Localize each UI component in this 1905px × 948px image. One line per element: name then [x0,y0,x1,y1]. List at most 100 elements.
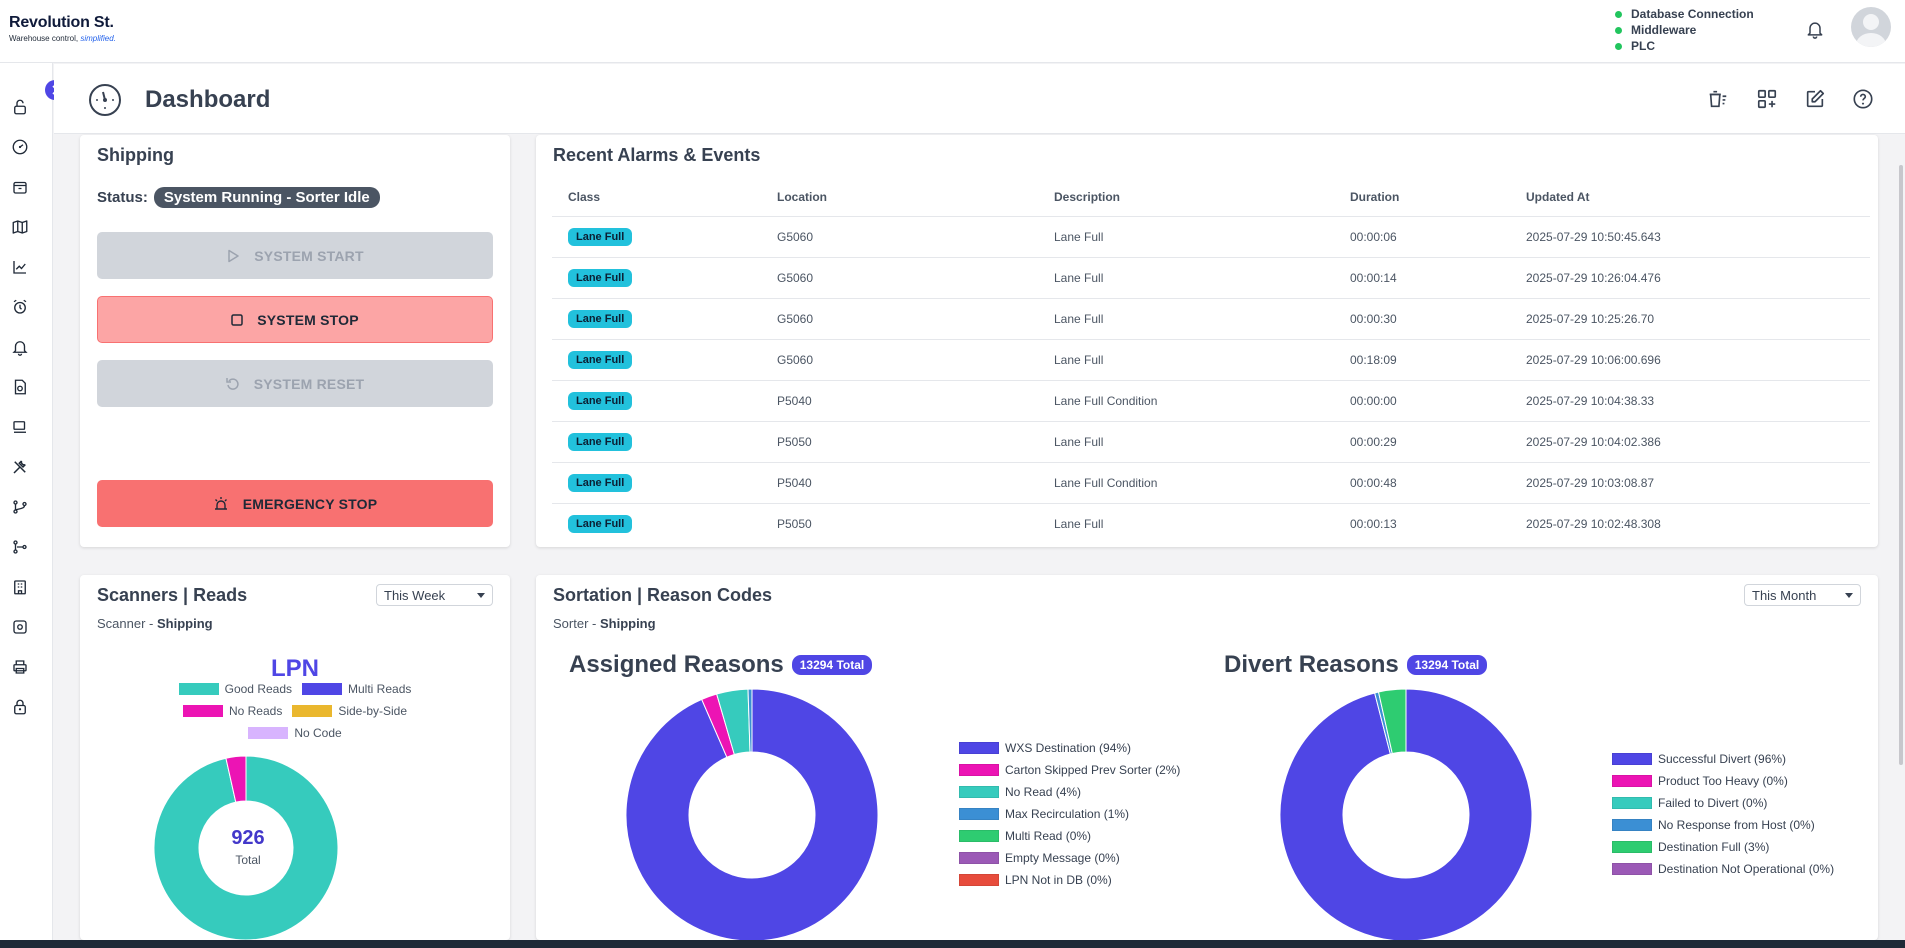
column-header-class[interactable]: Class [552,178,761,217]
legend-swatch [959,742,999,754]
class-badge: Lane Full [568,391,633,410]
table-row[interactable]: Lane Full G5060 Lane Full 00:00:14 2025-… [552,257,1870,299]
slice-destination-full[interactable] [1377,688,1407,755]
status-dot-icon [1615,42,1622,50]
brand-tagline-highlight: simplified. [80,34,116,43]
column-header-duration[interactable]: Duration [1334,178,1510,217]
cell-location: P5040 [761,462,1038,504]
map-icon[interactable] [11,218,29,236]
tools-icon[interactable] [11,458,29,476]
scanners-period-select[interactable]: This Week [376,584,493,606]
legend-item-successful-divert[interactable]: Successful Divert (96%) [1612,748,1834,770]
cell-description: Lane Full [1038,421,1334,463]
legend-item-wxs-destination[interactable]: WXS Destination (94%) [959,737,1180,759]
connection-label: Middleware [1631,23,1697,37]
legend-item-destination-full[interactable]: Destination Full (3%) [1612,836,1834,858]
lock-open-icon[interactable] [11,98,29,116]
legend-item-multi-reads[interactable]: Multi Reads [302,682,411,696]
table-row[interactable]: Lane Full G5060 Lane Full 00:00:30 2025-… [552,298,1870,340]
system-reset-button[interactable]: SYSTEM RESET [97,360,493,407]
legend-item-no-code[interactable]: No Code [248,726,342,740]
package-icon[interactable] [11,178,29,196]
legend-item-destination-not-operational[interactable]: Destination Not Operational (0%) [1612,858,1834,880]
page-scrollbar[interactable] [1897,135,1905,940]
scrollbar-thumb[interactable] [1899,165,1903,765]
divert-reasons-donut-chart[interactable] [1278,688,1534,940]
legend-item-multi-read[interactable]: Multi Read (0%) [959,825,1180,847]
report-file-icon[interactable] [11,378,29,396]
cell-location: G5060 [761,216,1038,258]
building-icon[interactable] [11,578,29,596]
admin-lock-icon[interactable] [11,698,29,716]
sortation-title: Sortation | Reason Codes [553,585,773,605]
sortation-period-select[interactable]: This Month [1744,584,1861,606]
emergency-stop-button[interactable]: EMERGENCY STOP [97,480,493,527]
status-label: Status: [97,189,148,206]
slice-successful-divert[interactable] [1279,688,1533,940]
sortation-subtitle-value: Shipping [599,616,656,631]
cell-description: Lane Full [1054,516,1104,531]
slice-good-reads[interactable] [153,755,339,941]
slice-wxs-destination[interactable] [625,688,879,940]
legend-item-no-response-from-host[interactable]: No Response from Host (0%) [1612,814,1834,836]
legend-item-carton-skipped[interactable]: Carton Skipped Prev Sorter (2%) [959,759,1180,781]
assigned-reasons-donut-chart[interactable] [624,688,880,940]
scanner-icon[interactable] [11,618,29,636]
legend-item-product-too-heavy[interactable]: Product Too Heavy (0%) [1612,770,1834,792]
divert-total-badge: 13294 Total [1406,655,1488,675]
sortation-card: Sortation | Reason Codes This Month Sort… [536,575,1878,940]
legend-swatch [1612,797,1652,809]
user-avatar[interactable] [1851,7,1891,47]
cell-location: G5060 [761,257,1038,299]
system-stop-button[interactable]: SYSTEM STOP [97,296,493,343]
legend-swatch [1612,775,1652,787]
table-row[interactable]: Lane Full P5040 Lane Full Condition 00:0… [552,380,1870,422]
printer-icon[interactable] [11,658,29,676]
alarm-clock-icon[interactable] [11,298,29,316]
notifications-bell-icon[interactable] [1805,18,1825,40]
table-row[interactable]: Lane Full P5050 Lane Full 00:00:29 2025-… [552,421,1870,463]
add-widget-icon[interactable] [1756,88,1778,110]
caret-down-icon [477,592,485,598]
legend-item-good-reads[interactable]: Good Reads [178,682,292,696]
legend-item-empty-message[interactable]: Empty Message (0%) [959,847,1180,869]
conveyor-icon[interactable] [11,418,29,436]
legend-item-lpn-not-in-db[interactable]: LPN Not in DB (0%) [959,869,1180,891]
chart-line-icon[interactable] [11,258,29,276]
scanners-subtitle-value: Shipping [157,616,213,631]
git-merge-icon[interactable] [11,538,29,556]
brand-logo[interactable]: Revolution St. Warehouse control, simpli… [9,14,116,43]
legend-item-max-recirculation[interactable]: Max Recirculation (1%) [959,803,1180,825]
help-icon[interactable] [1852,88,1874,110]
edit-icon[interactable] [1804,88,1826,110]
dashboard-gauge-icon[interactable] [11,138,29,156]
table-row[interactable]: Lane Full G5060 Lane Full 00:00:06 2025-… [552,216,1870,258]
assigned-total-badge: 13294 Total [791,655,873,675]
legend-item-no-reads[interactable]: No Reads [182,704,282,718]
table-row[interactable]: Lane Full P5040 Lane Full Condition 00:0… [552,462,1870,504]
cell-location: P5050 [777,516,812,531]
legend-item-failed-to-divert[interactable]: Failed to Divert (0%) [1612,792,1834,814]
status-dot-icon [1615,26,1622,34]
table-row[interactable]: Lane Full P5050 Lane Full 00:00:13 2025-… [552,503,1870,544]
slice-no-reads[interactable] [225,755,247,803]
top-bar: Revolution St. Warehouse control, simpli… [0,0,1905,63]
column-header-updated-at[interactable]: Updated At [1510,178,1870,217]
legend-item-side-by-side[interactable]: Side-by-Side [292,704,407,718]
column-header-description[interactable]: Description [1038,178,1334,217]
git-branch-icon[interactable] [11,498,29,516]
cell-updated-at: 2025-07-29 10:50:45.643 [1510,216,1870,258]
clear-filter-trash-icon[interactable] [1707,88,1729,110]
stop-icon [231,313,243,326]
class-badge: Lane Full [568,514,633,533]
slice-max-recirculation[interactable] [747,688,753,753]
user-silhouette-icon [1856,14,1886,47]
cell-duration: 00:00:29 [1334,421,1510,463]
legend-item-no-read[interactable]: No Read (4%) [959,781,1180,803]
bell-icon[interactable] [11,338,29,356]
system-start-button[interactable]: SYSTEM START [97,232,493,279]
table-row[interactable]: Lane Full G5060 Lane Full 00:18:09 2025-… [552,339,1870,381]
column-header-location[interactable]: Location [761,178,1038,217]
class-badge: Lane Full [568,268,633,287]
lpn-donut-chart[interactable] [153,753,343,943]
